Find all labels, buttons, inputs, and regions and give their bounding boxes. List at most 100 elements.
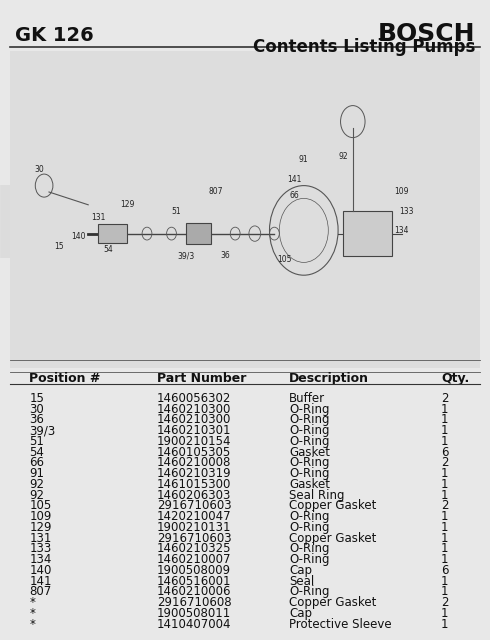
Text: 66: 66	[289, 191, 299, 200]
Text: O-Ring: O-Ring	[289, 521, 330, 534]
Text: 15: 15	[29, 392, 44, 405]
Text: 6: 6	[441, 445, 448, 459]
Text: 91: 91	[299, 156, 309, 164]
Text: 1900508011: 1900508011	[157, 607, 231, 620]
Text: Contents Listing Pumps: Contents Listing Pumps	[253, 38, 475, 56]
Text: 36: 36	[29, 413, 44, 426]
Text: 1: 1	[441, 478, 448, 491]
Text: 1: 1	[441, 521, 448, 534]
Text: 109: 109	[29, 510, 52, 523]
Text: 51: 51	[172, 207, 181, 216]
Text: 54: 54	[103, 245, 113, 254]
Text: 807: 807	[29, 586, 51, 598]
Text: Qty.: Qty.	[441, 372, 469, 385]
Text: O-Ring: O-Ring	[289, 542, 330, 556]
Text: GK 126: GK 126	[15, 26, 94, 45]
Text: 1460210301: 1460210301	[157, 424, 231, 437]
Text: 1460210006: 1460210006	[157, 586, 231, 598]
Text: 39/3: 39/3	[177, 252, 195, 260]
Text: 1460210300: 1460210300	[157, 413, 231, 426]
Text: 1900508009: 1900508009	[157, 564, 231, 577]
Text: 91: 91	[29, 467, 45, 480]
FancyBboxPatch shape	[186, 223, 211, 244]
Text: *: *	[29, 618, 35, 630]
Text: 15: 15	[54, 242, 64, 251]
Text: Protective Sleeve: Protective Sleeve	[289, 618, 392, 630]
Text: 1460206303: 1460206303	[157, 488, 231, 502]
Text: 54: 54	[29, 445, 44, 459]
Text: O-Ring: O-Ring	[289, 435, 330, 448]
Text: 1: 1	[441, 618, 448, 630]
Text: 1460516001: 1460516001	[157, 575, 231, 588]
Text: 134: 134	[394, 226, 409, 235]
FancyBboxPatch shape	[98, 224, 127, 243]
Text: 92: 92	[29, 478, 45, 491]
Text: 1460210325: 1460210325	[157, 542, 231, 556]
Text: Copper Gasket: Copper Gasket	[289, 596, 376, 609]
Text: 131: 131	[29, 532, 52, 545]
Text: 105: 105	[29, 499, 51, 513]
Text: 1460210300: 1460210300	[157, 403, 231, 415]
Text: Position #: Position #	[29, 372, 101, 385]
Text: 140: 140	[71, 232, 86, 241]
Text: *: *	[29, 596, 35, 609]
Text: Buffer: Buffer	[289, 392, 325, 405]
Text: 39/3: 39/3	[29, 424, 56, 437]
Text: 30: 30	[34, 165, 44, 174]
Text: 51: 51	[29, 435, 44, 448]
Text: 133: 133	[399, 207, 414, 216]
Text: Gasket: Gasket	[289, 478, 330, 491]
Text: Gasket: Gasket	[289, 445, 330, 459]
Text: 807: 807	[208, 188, 223, 196]
Text: 1: 1	[441, 435, 448, 448]
Text: 92: 92	[29, 488, 45, 502]
Text: 1: 1	[441, 553, 448, 566]
Text: 1460210008: 1460210008	[157, 456, 231, 469]
Text: 1: 1	[441, 424, 448, 437]
Text: 66: 66	[29, 456, 45, 469]
Text: Copper Gasket: Copper Gasket	[289, 532, 376, 545]
Text: 2916710608: 2916710608	[157, 596, 231, 609]
Text: 1: 1	[441, 542, 448, 556]
Text: 1460210319: 1460210319	[157, 467, 231, 480]
Text: Cap: Cap	[289, 564, 312, 577]
Text: 1461015300: 1461015300	[157, 478, 231, 491]
Text: Part Number: Part Number	[157, 372, 246, 385]
Text: 140: 140	[29, 564, 52, 577]
Text: 134: 134	[29, 553, 52, 566]
Text: O-Ring: O-Ring	[289, 424, 330, 437]
Text: 6: 6	[441, 564, 448, 577]
Text: Seal Ring: Seal Ring	[289, 488, 344, 502]
Text: 2916710603: 2916710603	[157, 499, 231, 513]
Text: O-Ring: O-Ring	[289, 467, 330, 480]
Text: 133: 133	[29, 542, 51, 556]
Text: O-Ring: O-Ring	[289, 403, 330, 415]
Text: 30: 30	[29, 403, 44, 415]
Text: O-Ring: O-Ring	[289, 586, 330, 598]
Text: 1: 1	[441, 413, 448, 426]
Text: 131: 131	[91, 213, 105, 222]
Text: 109: 109	[394, 188, 409, 196]
Text: 1900210154: 1900210154	[157, 435, 231, 448]
Text: O-Ring: O-Ring	[289, 510, 330, 523]
Text: 105: 105	[277, 255, 292, 264]
Text: Description: Description	[289, 372, 369, 385]
Text: 1: 1	[441, 488, 448, 502]
Text: 1460056302: 1460056302	[157, 392, 231, 405]
Text: BOSCH: BOSCH	[378, 22, 475, 46]
Text: 36: 36	[220, 252, 230, 260]
Text: 129: 129	[29, 521, 52, 534]
Text: BOSCH: BOSCH	[0, 182, 381, 279]
Text: 2916710603: 2916710603	[157, 532, 231, 545]
Text: 1: 1	[441, 510, 448, 523]
Text: Cap: Cap	[289, 607, 312, 620]
FancyBboxPatch shape	[343, 211, 392, 256]
Text: 1: 1	[441, 467, 448, 480]
Text: 1410407004: 1410407004	[157, 618, 231, 630]
Text: 92: 92	[338, 152, 348, 161]
Text: 1420210047: 1420210047	[157, 510, 231, 523]
Text: O-Ring: O-Ring	[289, 456, 330, 469]
Text: 129: 129	[120, 200, 135, 209]
FancyBboxPatch shape	[10, 51, 480, 368]
Text: 1460210007: 1460210007	[157, 553, 231, 566]
